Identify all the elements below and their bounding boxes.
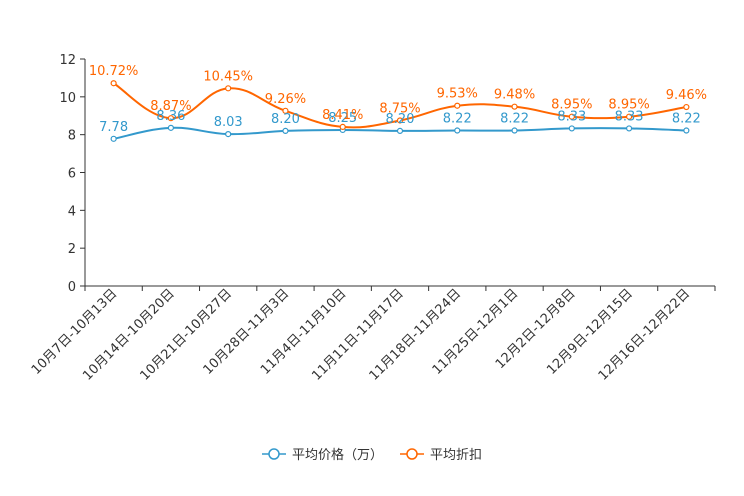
data-label: 9.48% [494,88,535,103]
data-label: 9.53% [437,87,478,102]
data-point[interactable] [683,127,690,134]
y-tick-label: 12 [59,53,76,68]
data-label: 10.45% [203,69,253,84]
data-point[interactable] [339,123,346,131]
y-tick-label: 6 [68,167,76,182]
data-label: 7.78 [99,120,128,135]
y-tick-label: 8 [68,129,76,144]
data-label: 8.22 [672,112,701,127]
data-point[interactable] [282,127,289,134]
data-point[interactable] [568,125,575,132]
data-point[interactable] [511,127,518,134]
data-label: 8.20 [271,112,300,127]
data-label: 8.33 [557,109,586,124]
data-label: 8.36 [156,109,185,124]
legend-item-0[interactable]: 平均价格（万） [262,447,383,463]
legend: 平均价格（万） 平均折扣 [262,447,482,463]
data-point[interactable] [225,130,232,138]
data-label: 10.72% [89,64,139,79]
data-label: 8.22 [500,112,529,127]
data-point[interactable] [167,124,175,131]
data-labels: 7.78 8.36 8.03 8.20 8.25 8.20 8.22 8.22 8.33 8.33… [89,64,707,135]
series-line-1 [113,82,687,129]
data-point[interactable] [167,115,175,122]
data-label: 8.87% [150,99,191,114]
data-point[interactable] [282,107,289,114]
data-label: 8.22 [443,112,472,127]
data-label: 9.26% [265,92,306,107]
series-lines [110,80,690,142]
y-tick-label: 4 [68,204,76,219]
data-point[interactable] [454,102,461,109]
y-tick-label: 2 [68,242,76,257]
data-label: 8.75% [379,101,420,116]
data-label: 8.25 [328,111,357,126]
data-point[interactable] [625,125,633,132]
legend-label: 平均折扣 [430,448,482,463]
data-point[interactable] [454,127,461,134]
legend-marker-icon [268,448,280,460]
data-point[interactable] [511,103,518,110]
data-point[interactable] [568,113,575,120]
data-label: 8.95% [551,98,592,113]
y-tick-label: 10 [59,91,76,106]
legend-label: 平均价格（万） [292,447,383,463]
data-label: 8.03 [214,115,243,130]
data-point[interactable] [683,103,690,111]
data-point[interactable] [110,80,117,87]
data-label: 8.41% [322,108,363,123]
legend-item-1[interactable]: 平均折扣 [400,448,482,463]
data-point[interactable] [396,117,404,124]
data-point[interactable] [396,127,404,134]
data-label: 8.33 [615,109,644,124]
y-tick-label: 0 [68,280,76,295]
data-label: 8.95% [608,98,649,113]
data-point[interactable] [110,135,117,142]
legend-marker-icon [406,448,418,460]
data-label: 9.46% [666,88,707,103]
data-label: 8.20 [386,112,415,127]
data-point[interactable] [225,85,232,92]
data-point[interactable] [625,113,633,120]
